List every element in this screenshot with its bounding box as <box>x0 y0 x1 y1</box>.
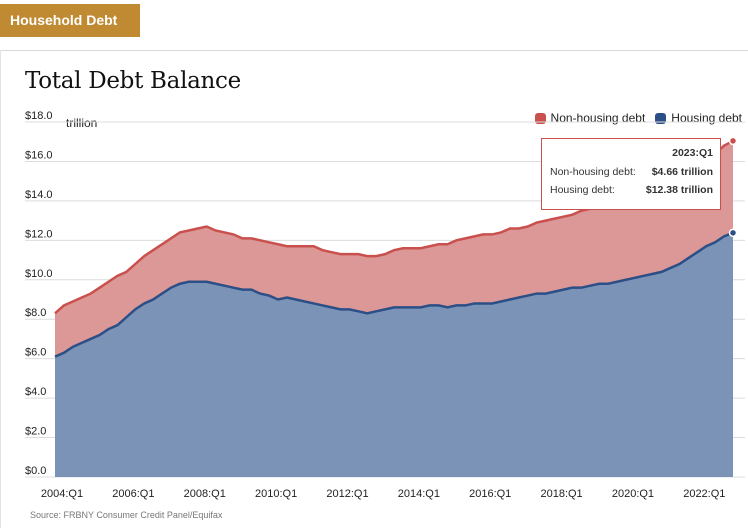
card-border <box>0 50 1 528</box>
y-axis-unit-label: trillion <box>66 116 98 130</box>
y-tick-label: $12.0 <box>25 228 53 240</box>
y-tick-label: $14.0 <box>25 189 53 201</box>
household-debt-tab-label: Household Debt <box>10 12 118 28</box>
source-note: Source: FRBNY Consumer Credit Panel/Equi… <box>30 510 223 520</box>
housing-hover-marker <box>728 228 738 238</box>
tooltip-row-non-housing: Non-housing debt: $4.66 trillion <box>550 166 713 178</box>
y-axis-ticks: $0.0 $2.0 $4.0 $6.0 $8.0 $10.0 $12.0 $14.0 $16.0… <box>25 110 53 477</box>
non-housing-hover-marker <box>728 136 738 146</box>
data-tooltip: 2023:Q1 Non-housing debt: $4.66 trillion… <box>541 138 721 210</box>
y-tick-label: $0.0 <box>25 465 46 477</box>
area-series[interactable] <box>55 140 733 477</box>
tooltip-value-housing: $12.38 trillion <box>645 184 713 196</box>
y-tick-label: $18.0 <box>25 110 53 122</box>
x-tick-label: 2014:Q1 <box>398 488 440 500</box>
tooltip-period: 2023:Q1 <box>672 147 713 159</box>
y-tick-label: $4.0 <box>25 386 46 398</box>
chart-title: Total Debt Balance <box>25 68 241 94</box>
x-axis-ticks: 2004:Q1 2006:Q1 2008:Q1 2010:Q1 2012:Q1 2014:… <box>41 488 726 500</box>
y-tick-label: $16.0 <box>25 149 53 161</box>
housing-debt-area <box>55 232 733 477</box>
x-tick-label: 2004:Q1 <box>41 488 83 500</box>
tooltip-label-non-housing: Non-housing debt: <box>550 166 636 178</box>
x-tick-label: 2020:Q1 <box>612 488 654 500</box>
x-tick-label: 2016:Q1 <box>469 488 511 500</box>
non-housing-debt-area <box>55 140 733 357</box>
tooltip-row-housing: Housing debt: $12.38 trillion <box>550 184 713 196</box>
header-divider <box>0 50 748 51</box>
tooltip-value-non-housing: $4.66 trillion <box>651 166 713 178</box>
housing-debt-line <box>54 231 734 358</box>
household-debt-tab[interactable]: Household Debt <box>0 4 140 37</box>
legend-swatch-housing <box>655 112 667 124</box>
hover-markers <box>728 136 738 238</box>
x-tick-label: 2010:Q1 <box>255 488 297 500</box>
y-tick-label: $2.0 <box>25 426 46 438</box>
x-tick-label: 2006:Q1 <box>112 488 154 500</box>
tooltip-label-housing: Housing debt: <box>550 184 615 196</box>
x-tick-label: 2008:Q1 <box>184 488 226 500</box>
y-tick-label: $10.0 <box>25 268 53 280</box>
legend-swatch-non-housing <box>534 112 546 124</box>
x-tick-label: 2012:Q1 <box>326 488 368 500</box>
x-tick-label: 2022:Q1 <box>683 488 725 500</box>
y-tick-label: $8.0 <box>25 307 46 319</box>
y-tick-label: $6.0 <box>25 347 46 359</box>
x-tick-label: 2018:Q1 <box>540 488 582 500</box>
